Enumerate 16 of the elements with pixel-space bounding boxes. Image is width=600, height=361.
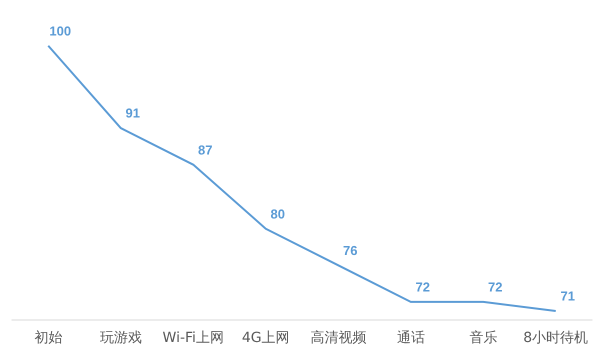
x-tick-label: 高清视频	[310, 330, 366, 346]
data-label: 71	[560, 288, 575, 304]
data-label: 76	[343, 242, 358, 258]
data-label: 100	[49, 23, 72, 38]
data-label: 91	[126, 106, 140, 121]
data-label: 80	[270, 206, 285, 222]
data-label: 87	[198, 142, 212, 158]
data-label: 72	[416, 279, 430, 294]
x-tick-label: 初始	[34, 330, 62, 346]
x-tick-label: 玩游戏	[100, 330, 142, 346]
x-tick-label: 8小时待机	[523, 330, 588, 346]
x-tick-label: 通话	[396, 330, 425, 346]
x-tick-label: 4G上网	[242, 330, 290, 346]
x-tick-label: Wi-Fi上网	[162, 330, 224, 346]
data-label: 72	[488, 279, 502, 294]
x-tick-label: 音乐	[469, 330, 498, 346]
